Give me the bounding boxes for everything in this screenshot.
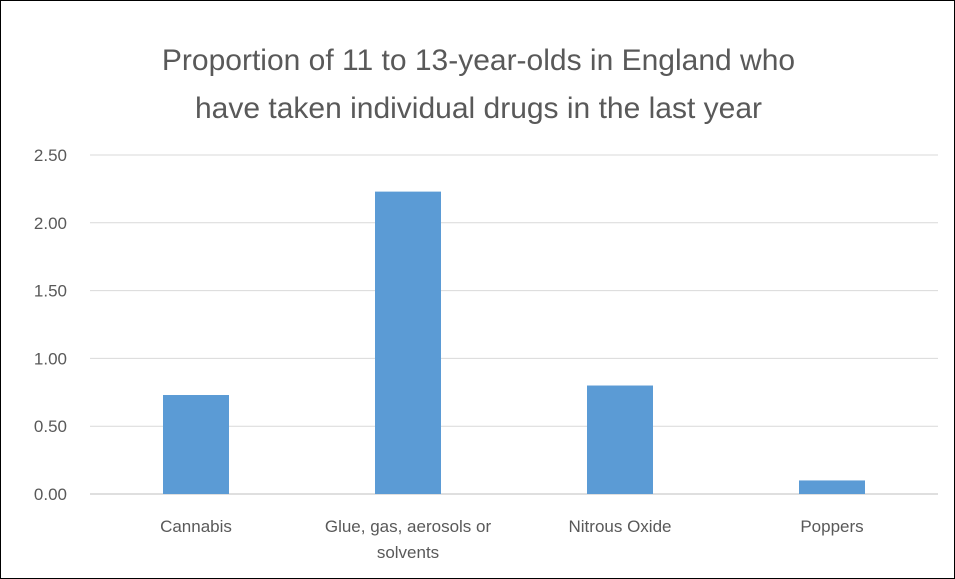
x-tick-label: solvents [377,543,439,562]
bar-poppers [799,480,865,494]
chart-title: Proportion of 11 to 13-year-olds in Engl… [161,44,796,125]
x-tick-label: Glue, gas, aerosols or [325,517,492,536]
y-tick-label: 0.00 [34,485,67,504]
y-tick-label: 2.50 [34,146,67,165]
y-tick-label: 1.50 [34,282,67,301]
y-tick-label: 2.00 [34,214,67,233]
bar-nitrous-oxide [587,385,653,494]
x-tick-label: Cannabis [160,517,232,536]
bar-cannabis [163,395,229,494]
x-tick-label: Poppers [800,517,863,536]
y-tick-label: 1.00 [34,349,67,368]
y-tick-label: 0.50 [34,417,67,436]
x-tick-label: Nitrous Oxide [569,517,672,536]
bar-glue-gas-aerosols-or-solvents [375,191,441,494]
